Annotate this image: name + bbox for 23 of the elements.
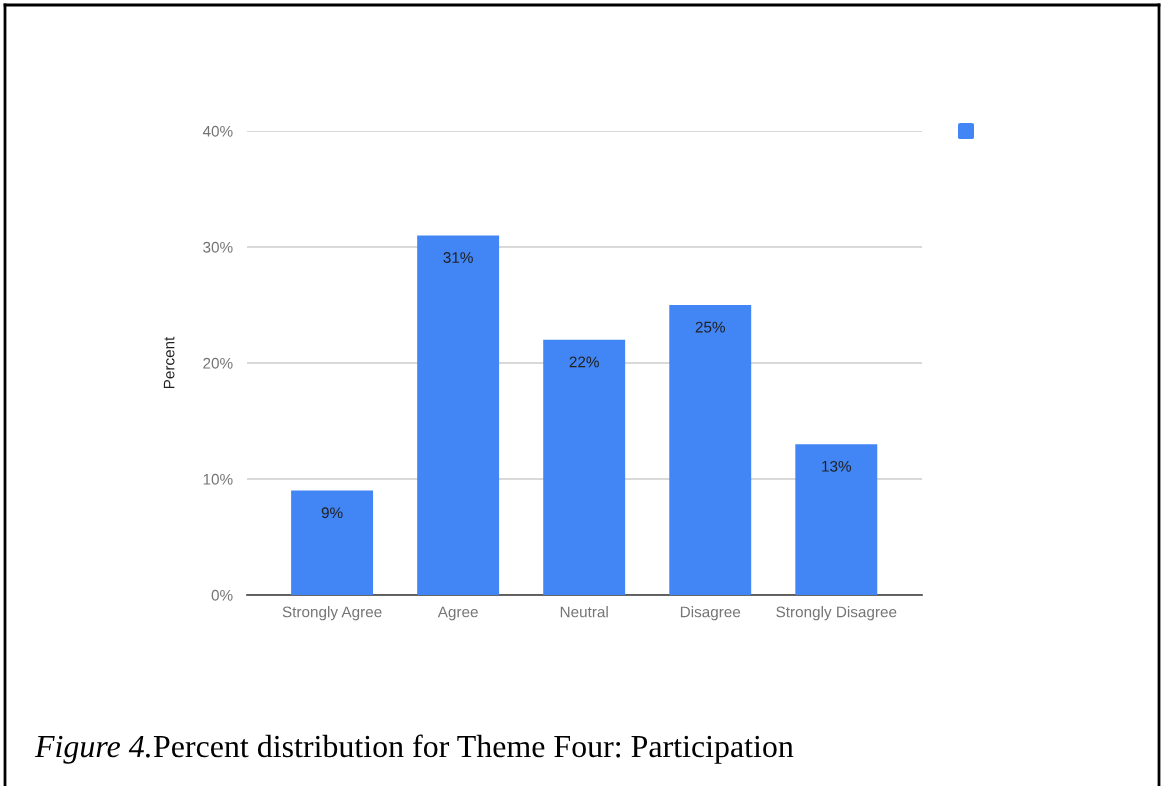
bar [291,490,374,595]
bar [417,235,500,595]
text: 31% [443,252,473,263]
y-tick-label: 40% [202,125,233,137]
x-tick-label: Disagree [680,606,741,621]
bar [543,339,626,595]
caption: Figure 4. [34,735,150,764]
y-tick-label: 30% [203,241,233,253]
x-tick-label: Neutral [560,606,608,618]
x-tick-label: Strongly Agree [282,606,382,621]
x-tick-label: Strongly Disagree [776,606,897,621]
bar [669,305,752,595]
text: 25% [695,321,725,333]
bar [795,444,878,595]
y-tick-label: 10% [203,473,233,485]
y-tick-label: 20% [203,357,233,369]
y-tick-label: 0% [211,589,233,601]
text: 9% [321,507,343,519]
text: 13% [822,460,852,472]
y-axis-title: Percent [163,336,175,389]
x-tick-label: Agree [437,606,478,621]
text: 22% [569,356,599,368]
text: Percent distribution for Theme Four: Participation [153,734,794,764]
